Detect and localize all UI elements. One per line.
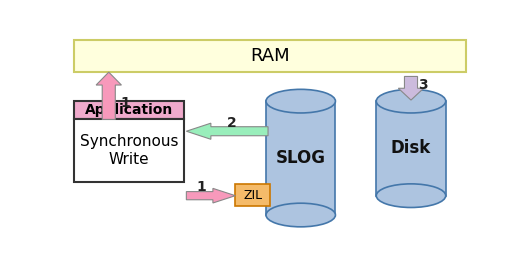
- Text: RAM: RAM: [250, 47, 290, 65]
- Ellipse shape: [266, 203, 336, 227]
- Text: 2: 2: [227, 116, 236, 130]
- FancyArrow shape: [96, 72, 121, 119]
- FancyArrow shape: [398, 76, 424, 100]
- FancyBboxPatch shape: [74, 119, 184, 182]
- Polygon shape: [266, 101, 335, 215]
- Text: 1: 1: [120, 96, 130, 110]
- Text: SLOG: SLOG: [276, 149, 326, 167]
- FancyArrow shape: [187, 188, 236, 203]
- Ellipse shape: [376, 89, 446, 113]
- Text: ZIL: ZIL: [243, 189, 262, 202]
- Ellipse shape: [376, 184, 446, 208]
- FancyBboxPatch shape: [74, 40, 466, 72]
- FancyBboxPatch shape: [236, 184, 270, 206]
- Text: 1: 1: [196, 180, 206, 194]
- Text: 3: 3: [418, 78, 428, 92]
- Text: Synchronous
Write: Synchronous Write: [80, 134, 179, 167]
- Polygon shape: [376, 101, 446, 196]
- Text: Application: Application: [85, 103, 173, 117]
- Text: Disk: Disk: [391, 140, 431, 157]
- Ellipse shape: [266, 89, 336, 113]
- FancyBboxPatch shape: [74, 101, 184, 119]
- FancyArrow shape: [187, 123, 268, 139]
